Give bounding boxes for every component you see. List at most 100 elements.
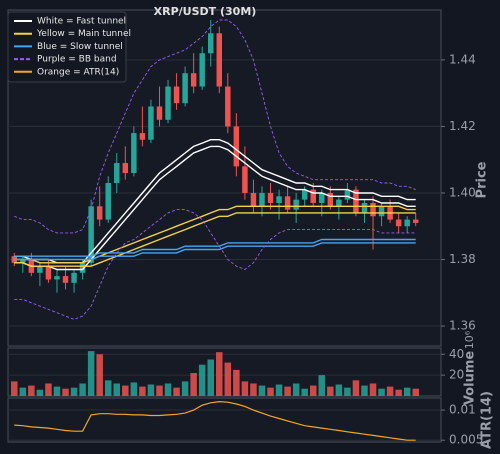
candle-body bbox=[242, 166, 248, 193]
candle-body bbox=[122, 163, 129, 174]
legend-label: Orange = ATR(14) bbox=[37, 67, 119, 77]
overlay-line bbox=[14, 19, 416, 234]
marks bbox=[8, 19, 441, 441]
candle-body bbox=[139, 133, 146, 140]
volume-bar bbox=[369, 383, 377, 396]
candle-body bbox=[71, 272, 77, 283]
candle-body bbox=[353, 189, 359, 213]
volume-bar bbox=[147, 384, 155, 396]
candle-body bbox=[11, 256, 18, 263]
volume-bar bbox=[361, 385, 368, 396]
volume-bar bbox=[36, 389, 44, 396]
volume-bar bbox=[224, 362, 232, 396]
candle-body bbox=[327, 192, 334, 207]
candle-body bbox=[96, 206, 103, 220]
candle-body bbox=[131, 133, 137, 174]
volume-axis-label: Volume bbox=[463, 351, 478, 406]
y-tick-label: 40 bbox=[449, 347, 464, 361]
volume-bar bbox=[62, 388, 69, 396]
candle-body bbox=[156, 106, 163, 120]
volume-bar bbox=[79, 383, 86, 396]
legend-label: Blue = Slow tunnel bbox=[37, 42, 123, 52]
legend-label: Purple = BB band bbox=[37, 55, 117, 65]
volume-bar bbox=[250, 383, 257, 396]
candle-body bbox=[114, 163, 120, 183]
chart-title: XRP/USDT (30M) bbox=[154, 5, 257, 18]
candle-body bbox=[45, 266, 52, 280]
volume-bar bbox=[335, 384, 343, 396]
candle-body bbox=[37, 266, 43, 273]
candle-body bbox=[20, 259, 26, 263]
candle-body bbox=[276, 196, 282, 203]
volume-bar bbox=[344, 387, 351, 396]
volume-bar bbox=[267, 387, 274, 396]
volume-bar bbox=[181, 381, 189, 396]
candle-body bbox=[62, 276, 69, 283]
volume-bar bbox=[45, 383, 52, 396]
candle-body bbox=[207, 33, 214, 54]
volume-bar bbox=[216, 352, 223, 396]
volume-bar bbox=[207, 359, 214, 396]
candle-body bbox=[267, 192, 274, 203]
volume-bar bbox=[284, 386, 291, 396]
volume-bar bbox=[19, 387, 27, 396]
y-tick-label: 1.38 bbox=[449, 252, 476, 266]
candle-body bbox=[233, 126, 240, 167]
candle-body bbox=[105, 182, 111, 220]
volume-bar bbox=[318, 375, 326, 396]
volume-bar bbox=[130, 382, 138, 396]
volume-offset-label: 10⁶ bbox=[463, 330, 476, 349]
volume-bar bbox=[292, 383, 300, 396]
volume-bar bbox=[96, 354, 103, 396]
candle-body bbox=[173, 86, 180, 104]
overlay-line bbox=[14, 242, 416, 261]
volume-bar bbox=[403, 387, 411, 396]
candle-body bbox=[250, 192, 257, 207]
candle-body bbox=[301, 189, 308, 200]
candle-body bbox=[319, 192, 325, 203]
y-tick-label: 0.005 bbox=[449, 433, 483, 447]
y-tick-label: 1.40 bbox=[449, 185, 476, 199]
volume-bar bbox=[122, 385, 129, 396]
volume-bar bbox=[352, 380, 360, 396]
y-tick-label: 1.44 bbox=[449, 52, 476, 66]
candle-body bbox=[336, 199, 342, 207]
candle-body bbox=[370, 202, 376, 217]
volume-bar bbox=[87, 351, 95, 396]
candle-body bbox=[412, 219, 419, 223]
volume-bar bbox=[53, 386, 61, 396]
volume-bar bbox=[113, 383, 121, 396]
y-tick-label: 20 bbox=[449, 368, 464, 382]
overlay-line bbox=[14, 205, 416, 264]
candle-body bbox=[284, 196, 291, 210]
candle-body bbox=[259, 192, 265, 207]
candle-body bbox=[404, 219, 410, 227]
volume-bar bbox=[173, 387, 180, 396]
y-tick-label: 1.42 bbox=[449, 119, 476, 133]
candle-body bbox=[216, 33, 223, 87]
candle-body bbox=[225, 86, 231, 127]
overlay-line bbox=[14, 209, 416, 320]
candle-body bbox=[190, 73, 197, 87]
candle-body bbox=[344, 189, 351, 200]
candle-body bbox=[182, 73, 188, 104]
volume-bar bbox=[11, 381, 18, 396]
candle-body bbox=[165, 86, 171, 120]
candle-body bbox=[148, 106, 154, 140]
candle-body bbox=[395, 219, 402, 227]
legend-label: White = Fast tunnel bbox=[37, 17, 126, 27]
volume-bar bbox=[233, 369, 240, 396]
volume-bar bbox=[198, 364, 206, 396]
candle-body bbox=[310, 189, 316, 203]
volume-bar bbox=[104, 380, 112, 396]
candle-body bbox=[54, 276, 60, 280]
volume-bar bbox=[301, 388, 308, 396]
volume-bar bbox=[378, 388, 385, 396]
candle-body bbox=[378, 206, 385, 217]
volume-bar bbox=[275, 384, 283, 396]
overlay-line bbox=[14, 238, 416, 257]
y-axis-label: Price bbox=[475, 161, 490, 198]
overlay-line bbox=[14, 212, 416, 267]
candle-body bbox=[361, 202, 368, 213]
volume-bar bbox=[241, 381, 249, 396]
